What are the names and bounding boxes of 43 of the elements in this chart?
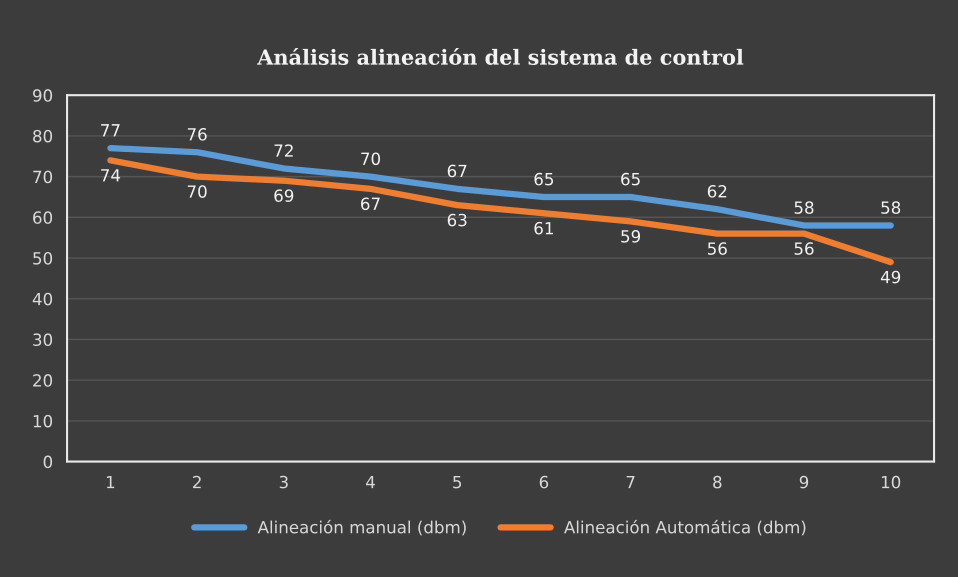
data-label: 76: [188, 128, 207, 141]
data-label: 70: [361, 152, 380, 166]
x-tick-label: 8: [713, 476, 722, 488]
y-tick-label: 20: [33, 374, 52, 387]
data-label: 65: [534, 172, 554, 186]
legend-label: Alineación manual (dbm): [258, 520, 466, 536]
data-label: 77: [101, 124, 120, 136]
data-label: 67: [448, 164, 466, 178]
data-label: 65: [621, 172, 640, 186]
data-label: 49: [880, 270, 900, 284]
y-tick-label: 80: [33, 130, 52, 142]
y-tick-label: 70: [33, 170, 52, 184]
data-label: 58: [881, 201, 900, 214]
y-tick-label: 90: [33, 89, 52, 102]
y-tick-label: 30: [33, 333, 52, 346]
data-label: 56: [794, 242, 814, 255]
y-tick-label: 0: [44, 456, 52, 468]
data-label: 59: [621, 230, 640, 243]
data-label: 62: [708, 185, 726, 198]
data-label: 67: [361, 197, 380, 210]
x-tick-label: 3: [280, 476, 288, 488]
x-tick-label: 5: [453, 476, 462, 488]
data-label: 58: [794, 201, 814, 214]
x-tick-label: 6: [540, 476, 548, 488]
data-label: 69: [274, 189, 294, 202]
x-tick-label: 9: [800, 476, 808, 488]
y-tick-label: 50: [33, 252, 52, 265]
data-label: 74: [101, 169, 120, 182]
y-tick-label: 60: [33, 211, 52, 224]
y-tick-label: 10: [34, 414, 52, 428]
x-tick-label: 2: [193, 476, 201, 488]
x-tick-label: 10: [882, 476, 900, 488]
x-tick-label: 4: [366, 476, 375, 488]
x-tick-label: 7: [626, 476, 634, 488]
data-label: 70: [188, 185, 207, 198]
y-tick-label: 40: [32, 292, 52, 306]
data-label: 72: [274, 144, 293, 157]
chart-title: Análisis alineación del sistema de control: [257, 48, 744, 65]
x-tick-label: 1: [106, 476, 114, 488]
legend-label: Alineación Automática (dbm): [564, 520, 806, 536]
data-label: 56: [708, 242, 727, 255]
data-label: 63: [448, 214, 466, 226]
data-label: 61: [534, 222, 553, 234]
